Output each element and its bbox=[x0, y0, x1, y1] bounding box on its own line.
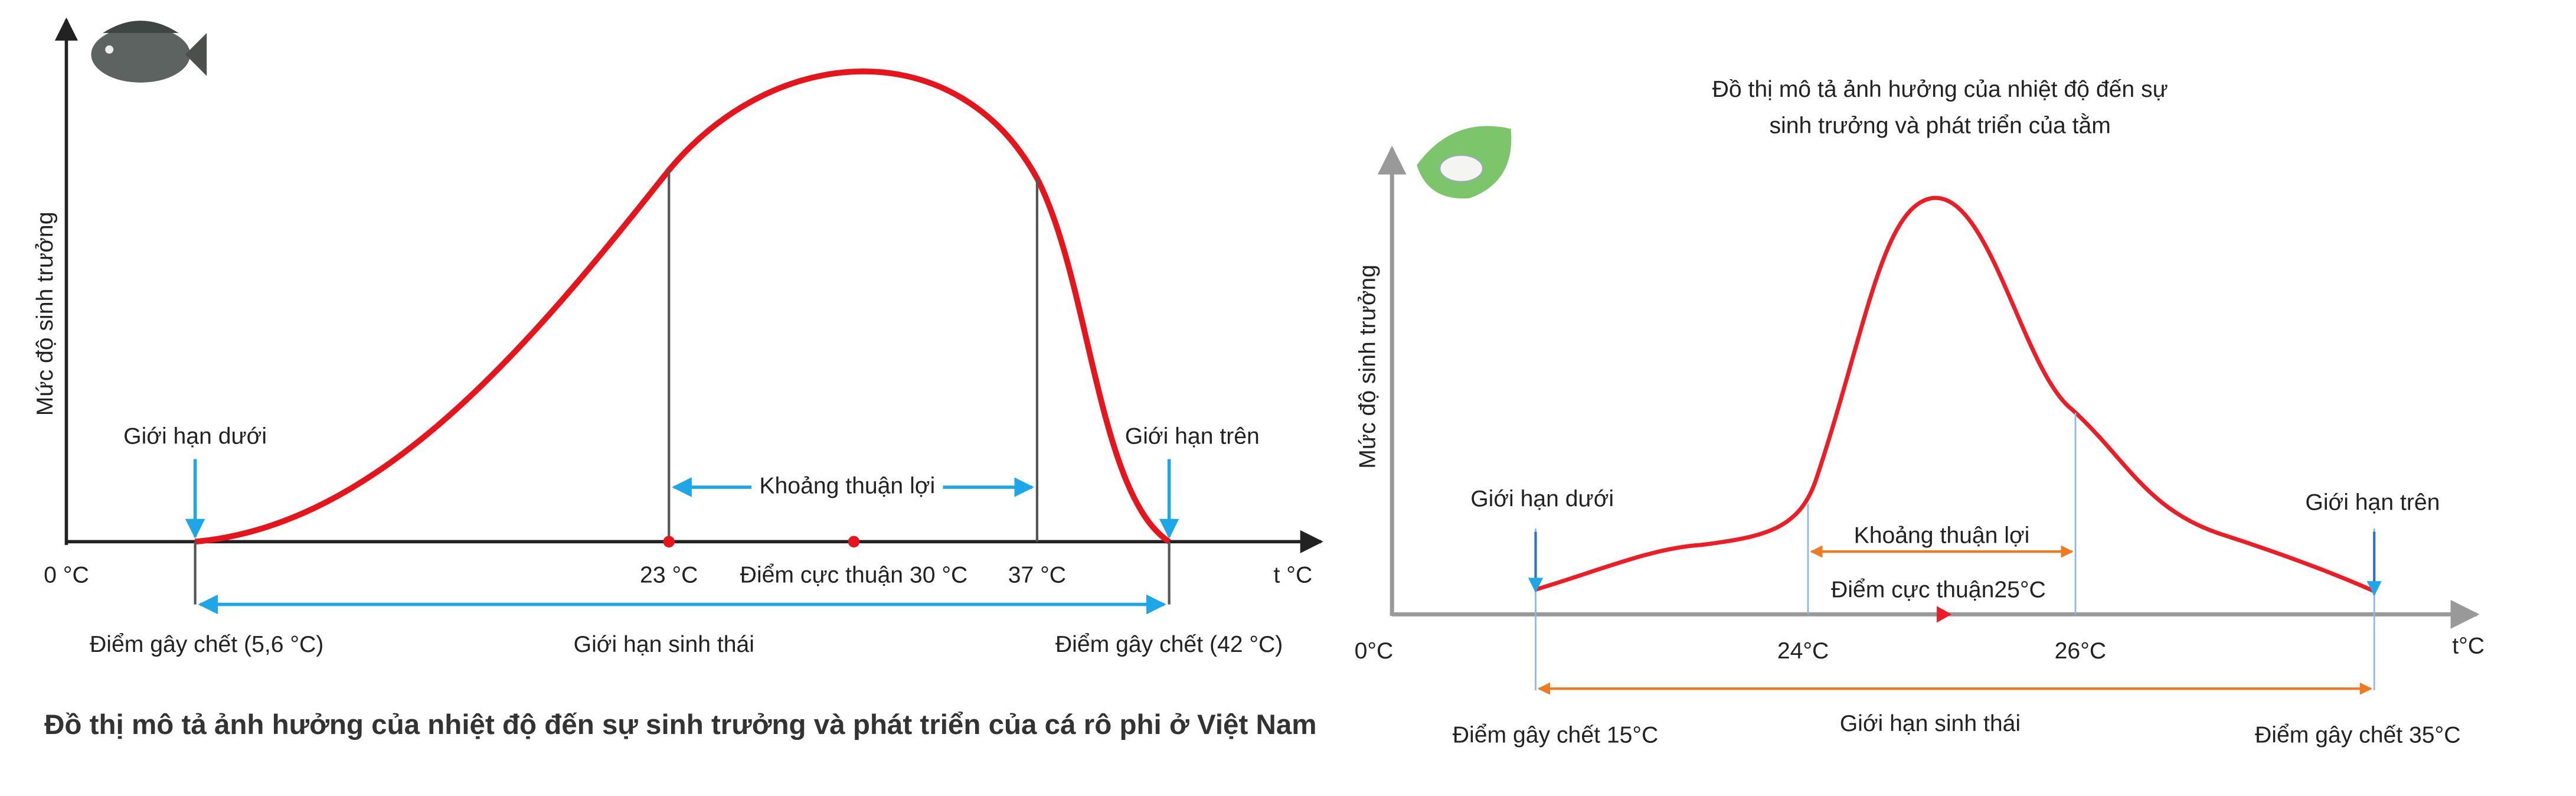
optimum-label: Điểm cực thuận 30 °C bbox=[740, 562, 968, 588]
point bbox=[663, 536, 675, 548]
y-axis-label: Mức độ sinh trưởng bbox=[1355, 265, 1380, 469]
ecological-limit-label: Giới hạn sinh thái bbox=[1840, 711, 2021, 736]
x-axis-label: t °C bbox=[1274, 562, 1313, 588]
favorable-range-label: Khoảng thuận lợi bbox=[1854, 523, 2030, 548]
silkworm-chart: Đồ thị mô tả ảnh hưởng của nhiệt độ đến … bbox=[1355, 77, 2485, 748]
leaf-icon bbox=[1417, 126, 1512, 199]
origin-label: 0 °C bbox=[44, 562, 89, 588]
optimum-label: Điểm cực thuận25°C bbox=[1831, 578, 2046, 603]
temp-label: 24°C bbox=[1777, 638, 1829, 664]
lower-limit-label: Giới hạn dưới bbox=[123, 423, 267, 449]
fish-chart: Mức độ sinh trưởng 0 °C t °C Giới hạn dư… bbox=[32, 17, 1323, 740]
lethal-label: Điểm gây chết 35°C bbox=[2255, 723, 2461, 748]
chart-title: Đồ thị mô tả ảnh hưởng của nhiệt độ đến … bbox=[1712, 77, 2168, 102]
origin-label: 0°C bbox=[1355, 638, 1394, 664]
temp-label: 26°C bbox=[2055, 638, 2106, 664]
chart-title: sinh trưởng và phát triển của tằm bbox=[1769, 113, 2110, 139]
lethal-label: Điểm gây chết (42 °C) bbox=[1055, 632, 1283, 657]
point bbox=[848, 536, 860, 548]
label-bg bbox=[751, 471, 943, 504]
temp-label: 37 °C bbox=[1008, 562, 1066, 588]
growth-curve bbox=[195, 68, 1171, 545]
growth-curve bbox=[1535, 196, 2375, 593]
fish-icon bbox=[91, 20, 207, 83]
temp-label: 23 °C bbox=[640, 562, 698, 588]
lower-limit-label: Giới hạn dưới bbox=[1470, 487, 1614, 512]
y-axis-label: Mức độ sinh trưởng bbox=[32, 212, 58, 416]
upper-limit-label: Giới hạn trên bbox=[1125, 423, 1260, 449]
caption: Đồ thị mô tả ảnh hưởng của nhiệt độ đến … bbox=[44, 709, 1316, 740]
ecological-limit-label: Giới hạn sinh thái bbox=[574, 632, 754, 657]
x-axis-label: t°C bbox=[2452, 634, 2485, 659]
lethal-label: Điểm gây chết (5,6 °C) bbox=[90, 632, 323, 657]
lethal-label: Điểm gây chết 15°C bbox=[1453, 723, 1659, 748]
upper-limit-label: Giới hạn trên bbox=[2305, 490, 2440, 515]
favorable-range-label: Khoảng thuận lợi bbox=[759, 473, 935, 498]
optimum-marker bbox=[1937, 606, 1952, 623]
